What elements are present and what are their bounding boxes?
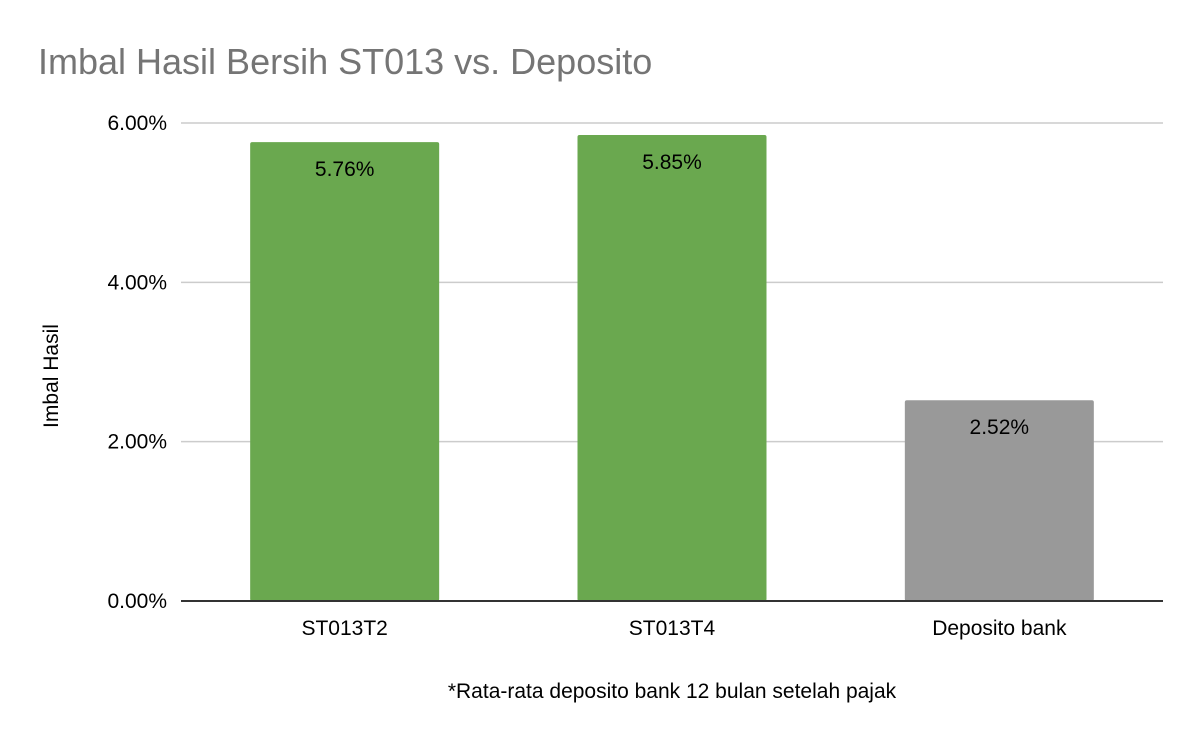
- bars: [250, 134, 1094, 601]
- y-tick-label: 6.00%: [107, 112, 167, 135]
- data-label: 2.52%: [970, 416, 1030, 439]
- bar-st013t2: [250, 142, 440, 601]
- x-tick-label: ST013T2: [301, 617, 387, 640]
- chart-title: Imbal Hasil Bersih ST013 vs. Deposito: [38, 41, 652, 82]
- y-tick-label: 4.00%: [107, 271, 167, 294]
- y-axis-ticks: 0.00% 2.00% 4.00% 6.00%: [107, 112, 167, 613]
- data-label: 5.85%: [642, 151, 702, 174]
- x-axis-label: *Rata-rata deposito bank 12 bulan setela…: [448, 680, 897, 703]
- data-labels: 5.76% 5.85% 2.52%: [315, 151, 1029, 439]
- y-axis-label: Imbal Hasil: [40, 324, 63, 428]
- y-tick-label: 0.00%: [107, 590, 167, 613]
- data-label: 5.76%: [315, 158, 375, 181]
- x-tick-label: Deposito bank: [932, 617, 1067, 640]
- y-tick-label: 2.00%: [107, 431, 167, 454]
- bar-st013t4: [577, 134, 767, 601]
- x-tick-label: ST013T4: [629, 617, 716, 640]
- x-axis-ticks: ST013T2 ST013T4 Deposito bank: [301, 617, 1066, 640]
- bar-deposito-bank: [904, 400, 1094, 601]
